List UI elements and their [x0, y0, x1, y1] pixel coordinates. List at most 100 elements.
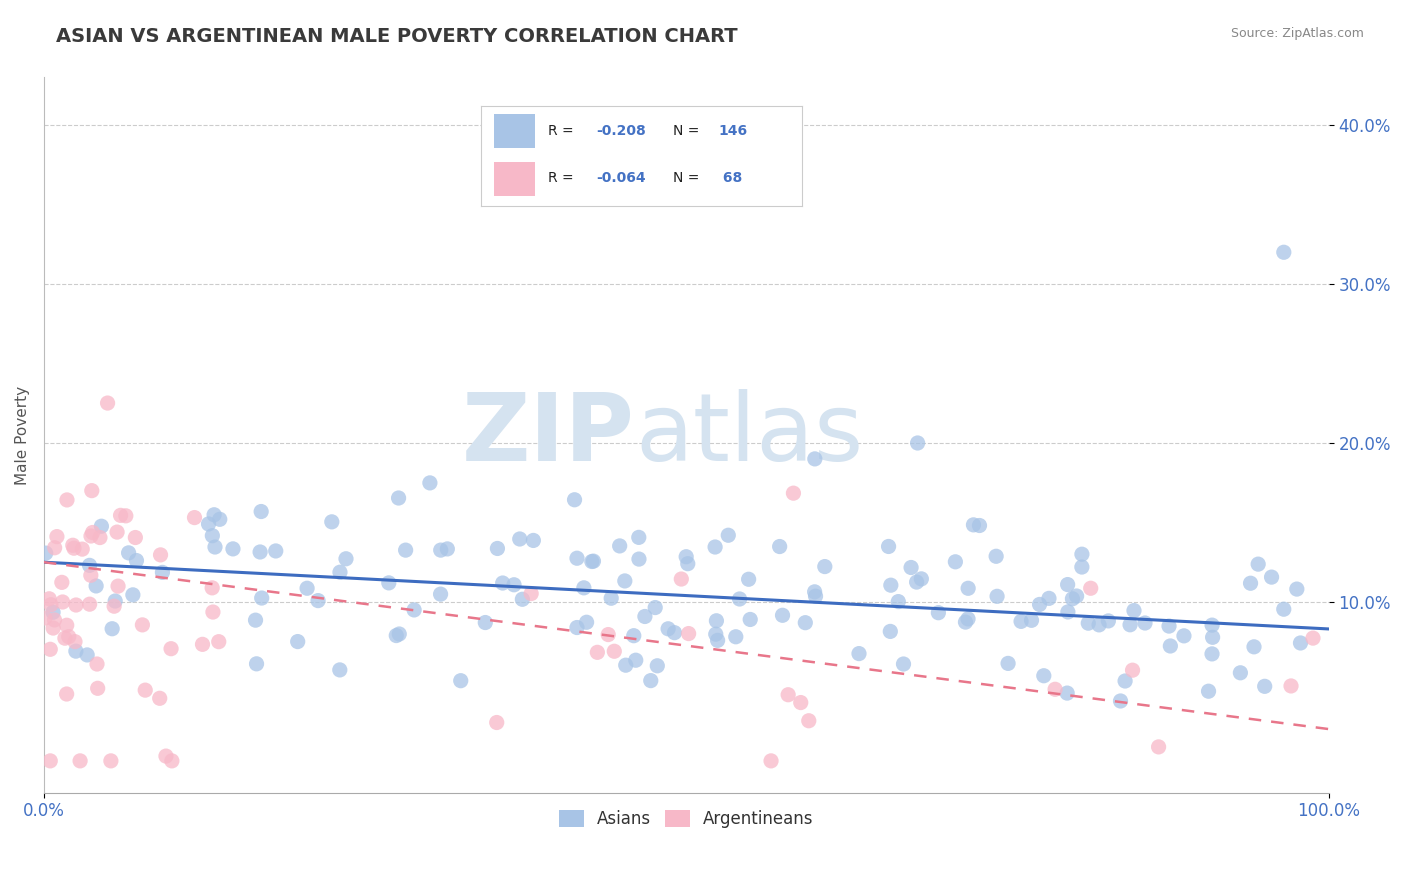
Point	[657, 622, 679, 636]
Point	[893, 657, 915, 671]
Point	[522, 533, 544, 548]
Point	[1032, 669, 1054, 683]
Point	[1038, 591, 1060, 606]
Text: ASIAN VS ARGENTINEAN MALE POVERTY CORRELATION CHART: ASIAN VS ARGENTINEAN MALE POVERTY CORREL…	[56, 27, 738, 45]
Point	[134, 683, 156, 698]
Point	[1243, 640, 1265, 654]
Point	[89, 531, 111, 545]
Point	[222, 541, 245, 556]
Point	[125, 553, 148, 567]
Point	[645, 658, 668, 673]
Point	[706, 614, 728, 628]
Point	[208, 512, 231, 526]
Point	[419, 475, 441, 490]
Point	[486, 541, 509, 556]
Point	[388, 627, 411, 641]
Point	[1302, 631, 1324, 645]
Point	[877, 540, 900, 554]
Point	[1272, 245, 1295, 260]
Point	[107, 579, 129, 593]
Point	[603, 644, 626, 658]
Point	[1133, 615, 1156, 630]
Point	[1057, 605, 1080, 619]
Point	[905, 575, 928, 590]
Point	[80, 483, 103, 498]
Point	[485, 715, 508, 730]
Point	[706, 633, 728, 648]
Point	[160, 754, 183, 768]
Point	[962, 517, 984, 532]
Point	[623, 629, 645, 643]
Point	[1272, 602, 1295, 616]
Point	[35, 546, 58, 560]
Point	[955, 615, 977, 629]
Point	[900, 560, 922, 574]
Point	[1066, 589, 1088, 603]
Point	[1229, 665, 1251, 680]
Point	[613, 574, 636, 588]
Point	[65, 644, 87, 658]
Point	[717, 528, 740, 542]
Point	[1285, 582, 1308, 596]
Point	[70, 542, 93, 557]
Point	[1010, 615, 1032, 629]
Point	[956, 612, 979, 626]
Point	[492, 576, 515, 591]
Point	[55, 618, 77, 632]
Point	[565, 551, 588, 566]
Point	[58, 630, 80, 644]
Point	[586, 645, 609, 659]
Point	[65, 598, 87, 612]
Point	[627, 552, 650, 566]
Point	[564, 492, 586, 507]
Point	[307, 593, 329, 607]
Point	[1260, 570, 1282, 584]
Point	[724, 630, 747, 644]
Point	[191, 637, 214, 651]
Point	[676, 557, 699, 571]
Point	[671, 572, 693, 586]
Point	[197, 516, 219, 531]
Point	[245, 657, 267, 671]
Point	[204, 540, 226, 554]
Point	[474, 615, 496, 630]
Point	[51, 575, 73, 590]
Point	[436, 541, 458, 556]
Point	[728, 592, 751, 607]
Point	[1198, 684, 1220, 698]
Point	[117, 546, 139, 560]
Point	[63, 634, 86, 648]
Point	[385, 629, 408, 643]
Point	[997, 657, 1019, 671]
Point	[1157, 619, 1180, 633]
Point	[1201, 618, 1223, 632]
Point	[512, 592, 534, 607]
Point	[201, 605, 224, 619]
Point	[782, 486, 804, 500]
Point	[634, 609, 657, 624]
Point	[124, 531, 146, 545]
Text: ZIP: ZIP	[463, 389, 636, 481]
Point	[624, 653, 647, 667]
Point	[880, 578, 903, 592]
Point	[287, 634, 309, 648]
Point	[80, 568, 103, 582]
Point	[104, 594, 127, 608]
Point	[52, 595, 75, 609]
Point	[131, 618, 153, 632]
Point	[97, 396, 120, 410]
Point	[1114, 673, 1136, 688]
Point	[887, 594, 910, 608]
Point	[183, 510, 205, 524]
Point	[79, 597, 101, 611]
Point	[803, 584, 825, 599]
Point	[609, 539, 631, 553]
Point	[737, 572, 759, 586]
Point	[69, 754, 91, 768]
Point	[122, 588, 145, 602]
Point	[321, 515, 343, 529]
Point	[794, 615, 817, 630]
Point	[39, 754, 62, 768]
Point	[201, 529, 224, 543]
Point	[1021, 613, 1043, 627]
